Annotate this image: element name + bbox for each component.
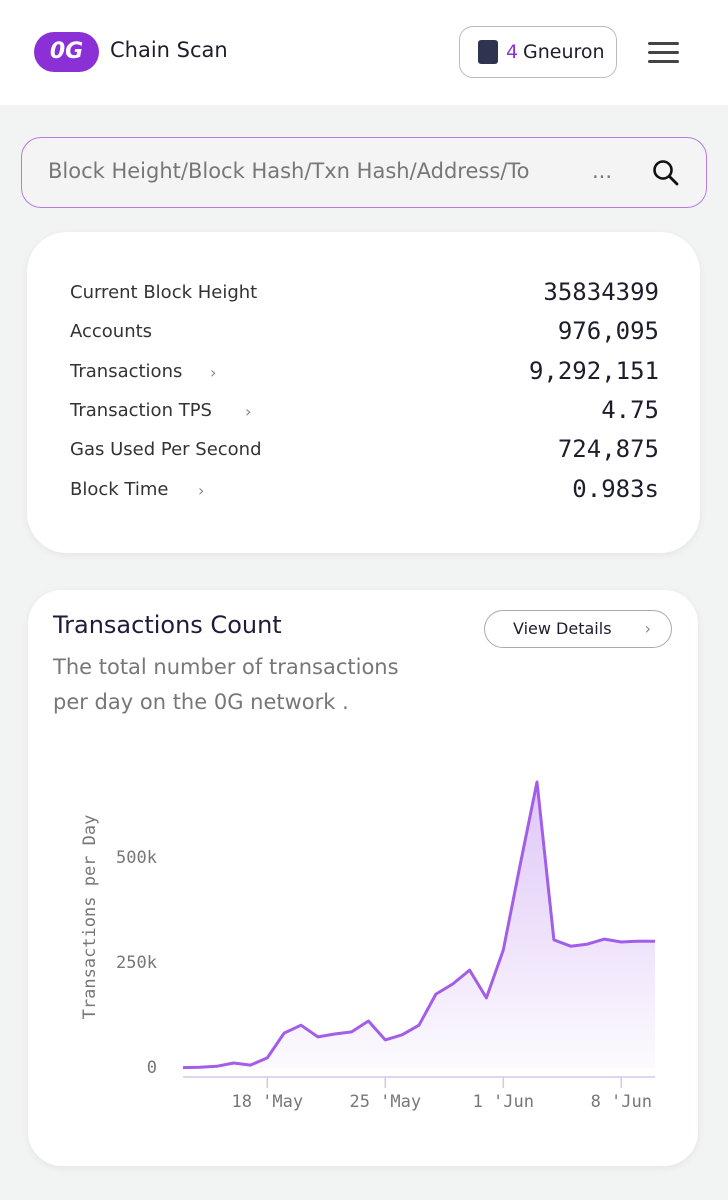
gas-unit: Gneuron	[523, 41, 605, 63]
stat-value: 976,095	[557, 317, 659, 345]
menu-button[interactable]	[648, 42, 679, 69]
chart-title: Transactions Count	[53, 611, 282, 639]
header: 0G Chain Scan 4 Gneuron	[0, 0, 728, 105]
stat-label: Block Time	[70, 479, 169, 500]
stat-label: Accounts	[70, 321, 153, 342]
stat-row[interactable]: Block Time › 0.983s	[70, 475, 659, 503]
logo[interactable]: 0G	[34, 32, 99, 72]
stats-card: Current Block Height 35834399 Accounts 976…	[27, 232, 700, 553]
brand[interactable]: Chain Scan	[110, 38, 228, 62]
view-details-button[interactable]: View Details ›	[484, 610, 672, 648]
search-placeholder: Block Height/Block Hash/Txn Hash/Address…	[48, 159, 530, 183]
stat-value: 9,292,151	[528, 357, 659, 385]
stat-row: Current Block Height 35834399	[70, 278, 659, 308]
search-icon[interactable]	[652, 159, 680, 187]
stat-row[interactable]: Transactions › 9,292,151	[70, 357, 659, 385]
gas-button[interactable]: 4 Gneuron	[459, 26, 617, 78]
stat-row: Gas Used Per Second 724,875	[70, 435, 659, 465]
stat-value: 4.75	[601, 396, 659, 424]
gas-icon	[478, 40, 498, 64]
button-label: View Details	[513, 619, 612, 638]
stat-label: Transactions	[70, 361, 183, 382]
search-more: ...	[592, 159, 613, 183]
stat-label: Current Block Height	[70, 282, 258, 303]
stat-value: 35834399	[543, 278, 659, 306]
stat-value: 724,875	[557, 435, 659, 463]
stat-value: 0.983s	[572, 475, 659, 503]
stat-row: Accounts 976,095	[70, 317, 659, 347]
gas-value: 4	[506, 41, 519, 63]
stat-label: Gas Used Per Second	[70, 439, 262, 460]
stat-row[interactable]: Transaction TPS › 4.75	[70, 396, 659, 424]
search-box[interactable]: Block Height/Block Hash/Txn Hash/Address…	[21, 137, 707, 208]
chart-subtitle: The total number of transactions per day…	[53, 655, 399, 714]
stat-label: Transaction TPS	[70, 400, 212, 421]
